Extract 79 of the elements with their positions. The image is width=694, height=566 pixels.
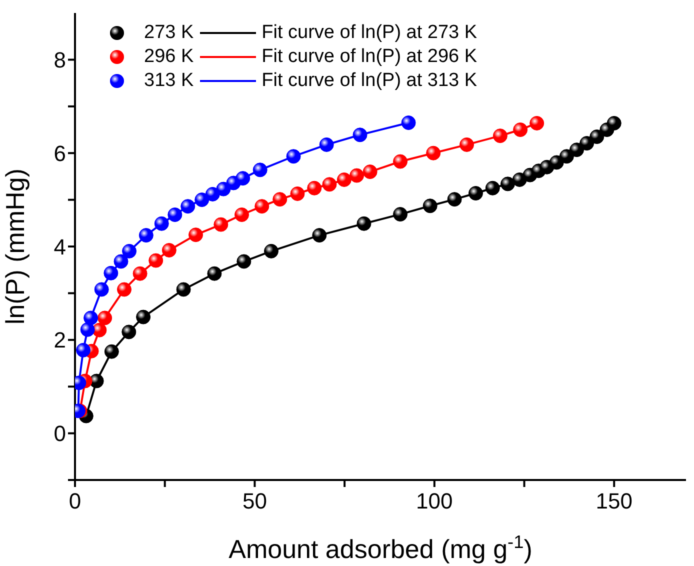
point <box>252 162 268 178</box>
point <box>180 199 196 214</box>
point <box>322 177 337 192</box>
point <box>492 128 508 144</box>
point <box>549 155 564 170</box>
point <box>530 116 544 130</box>
point <box>319 137 334 152</box>
point <box>356 216 372 231</box>
y-tick-label: 6 <box>54 140 66 166</box>
y-tick-label: 8 <box>54 48 66 73</box>
point <box>136 310 151 324</box>
point <box>312 228 327 243</box>
point <box>264 244 278 258</box>
point <box>485 180 500 196</box>
point <box>122 244 137 258</box>
point <box>447 192 462 207</box>
point <box>154 216 169 231</box>
point <box>80 322 95 337</box>
point <box>336 172 352 187</box>
point <box>188 228 204 242</box>
y-axis-title: ln(P) (mmHg) <box>0 168 30 324</box>
legend-label: Fit curve of ln(P) at 313 K <box>262 70 478 92</box>
legend-label: Fit curve of ln(P) at 273 K <box>262 22 478 44</box>
point <box>234 207 250 222</box>
point <box>148 253 164 268</box>
x-tick-label: 100 <box>416 488 453 514</box>
point <box>569 142 584 158</box>
point <box>500 176 515 192</box>
point <box>205 186 220 202</box>
point <box>513 122 528 137</box>
point <box>272 192 288 207</box>
point <box>307 180 322 196</box>
point <box>590 130 604 144</box>
point <box>236 254 252 269</box>
point <box>460 137 474 152</box>
point <box>104 344 119 359</box>
point <box>138 228 154 243</box>
point <box>176 282 191 297</box>
y-tick-label: 0 <box>54 421 66 446</box>
point <box>426 146 441 160</box>
point <box>236 171 250 186</box>
legend-label: 273 K <box>144 22 194 44</box>
legend-label: 296 K <box>144 46 194 68</box>
y-tick-label: 2 <box>54 328 66 353</box>
point <box>162 242 176 258</box>
point <box>207 266 222 281</box>
point <box>606 116 622 130</box>
y-tick-label: 4 <box>54 234 66 260</box>
point <box>559 149 574 164</box>
x-tick-label: 150 <box>596 488 632 514</box>
point <box>352 128 368 142</box>
point <box>84 310 98 326</box>
point <box>122 324 136 340</box>
point <box>393 207 408 222</box>
point <box>422 198 438 214</box>
legend-label: 313 K <box>144 70 194 92</box>
point <box>468 186 483 201</box>
x-tick-label: 50 <box>242 488 267 514</box>
point <box>401 115 416 130</box>
point <box>286 149 301 164</box>
point <box>290 186 305 201</box>
point <box>132 266 148 281</box>
point <box>94 282 109 297</box>
point <box>580 136 594 151</box>
legend-label: Fit curve of ln(P) at 296 K <box>262 46 478 68</box>
point <box>76 342 91 358</box>
point <box>350 168 364 183</box>
point <box>168 207 182 222</box>
point <box>254 199 270 214</box>
point <box>98 310 112 326</box>
point <box>194 192 210 208</box>
point <box>216 182 231 196</box>
point <box>114 254 128 269</box>
point <box>362 164 378 180</box>
point <box>393 154 408 169</box>
point <box>104 266 118 280</box>
point <box>116 282 132 297</box>
point <box>214 217 228 232</box>
x-axis-title: Amount adsorbed (mg g$^{-1}$) <box>228 532 532 564</box>
